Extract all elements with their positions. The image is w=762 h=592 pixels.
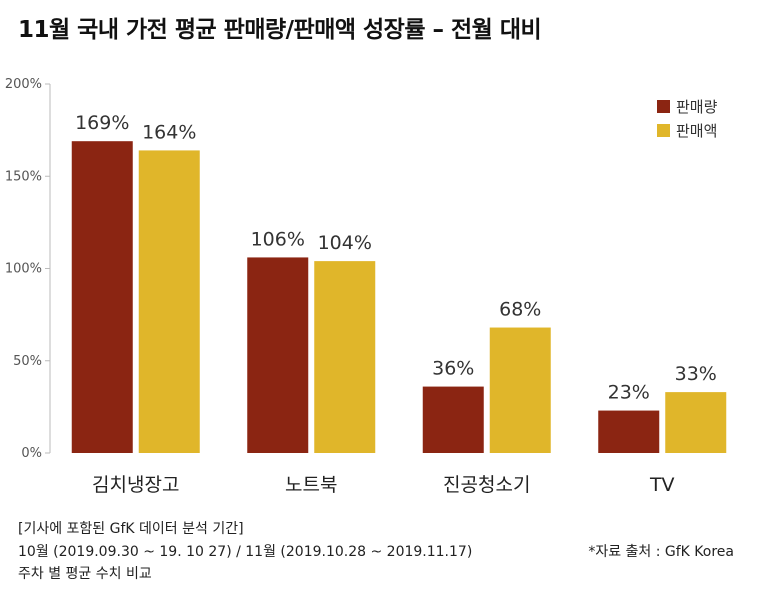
- bar-volume: [598, 410, 660, 453]
- bar-revenue: [489, 327, 551, 453]
- category-label: 노트북: [285, 474, 337, 496]
- data-label: 106%: [251, 228, 305, 250]
- footnote-period-range: 10월 (2019.09.30 ~ 19. 10 27) / 11월 (2019…: [18, 544, 473, 560]
- data-label: 68%: [499, 299, 541, 321]
- category-label: 진공청소기: [443, 474, 530, 496]
- footnote-period-title: [기사에 포함된 GfK 데이터 분석 기간]: [18, 521, 244, 537]
- data-label: 169%: [75, 112, 129, 134]
- category-label: TV: [649, 474, 675, 496]
- y-axis: 0% 50% 100% 150% 200%: [5, 77, 51, 461]
- y-tick-label: 100%: [5, 262, 42, 277]
- legend-swatch: [657, 124, 670, 137]
- bar-revenue: [138, 150, 200, 454]
- data-label: 36%: [432, 358, 474, 380]
- category-label: 김치냉장고: [92, 474, 179, 496]
- bar-revenue: [665, 392, 727, 453]
- data-label: 23%: [608, 382, 650, 404]
- legend-swatch: [657, 100, 670, 113]
- footnote-method: 주차 별 평균 수치 비교: [18, 566, 152, 582]
- bar-volume: [247, 257, 309, 453]
- legend-label: 판매액: [676, 122, 717, 140]
- chart-title: 11월 국내 가전 평균 판매량/판매액 성장률 – 전월 대비: [18, 17, 542, 43]
- y-tick-label: 200%: [5, 77, 42, 92]
- legend-label: 판매량: [676, 98, 718, 116]
- data-label: 104%: [318, 232, 372, 254]
- bar-volume: [422, 386, 484, 453]
- y-tick-label: 150%: [5, 169, 42, 184]
- data-labels: 169% 164% 106% 104% 36% 68% 23% 33%: [75, 112, 717, 403]
- bar-volume: [71, 141, 133, 453]
- y-tick-label: 50%: [13, 354, 42, 369]
- x-axis-labels: 김치냉장고 노트북 진공청소기 TV: [92, 474, 675, 496]
- bars: [71, 141, 727, 454]
- data-label: 33%: [675, 363, 717, 385]
- source-note: *자료 출처 : GfK Korea: [588, 544, 734, 560]
- y-tick-label: 0%: [21, 446, 42, 461]
- bar-revenue: [314, 261, 376, 453]
- data-label: 164%: [142, 121, 196, 143]
